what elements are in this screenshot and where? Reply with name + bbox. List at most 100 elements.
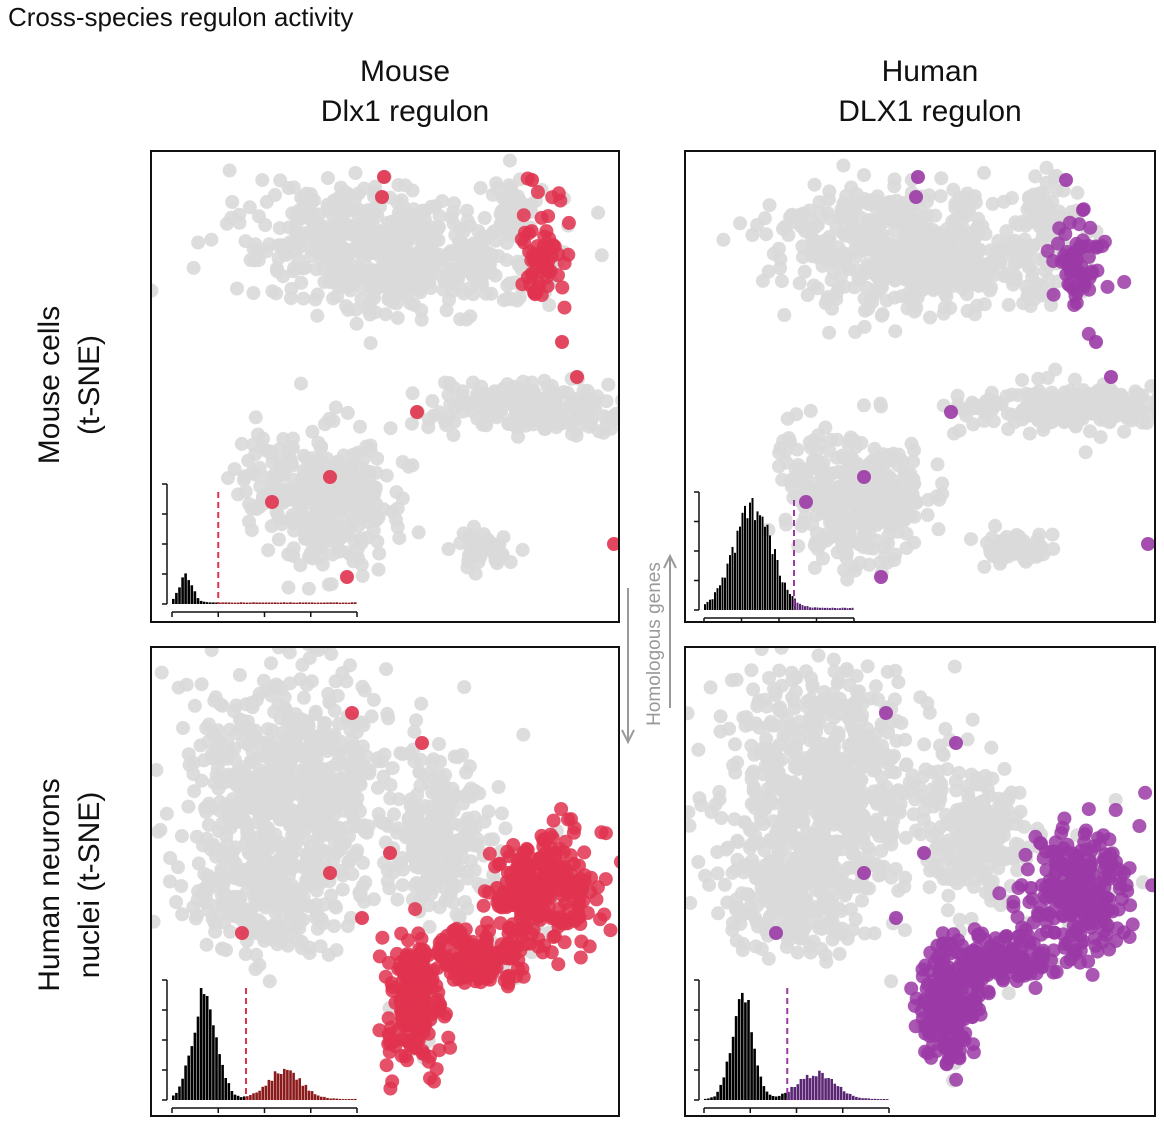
cell [856,398,871,413]
cell [326,414,341,428]
cell [324,577,339,592]
cell [284,458,299,473]
active-cell [498,951,513,966]
cell [1144,379,1154,394]
histogram-bar [193,1032,197,1100]
histogram-bar [350,602,354,604]
histogram-bar [246,1096,249,1100]
cell [395,851,410,865]
cell [182,757,197,772]
cell [256,896,271,911]
cell [888,324,903,339]
panel-mouse-cells-mouse-regulon [150,150,620,623]
cell [934,278,949,292]
active-cell [545,830,560,845]
active-cell [613,855,618,869]
active-cell [340,570,354,584]
cell [951,221,965,236]
cell [962,202,977,217]
cell [491,780,506,794]
cell [339,820,354,835]
histogram-bar [196,1016,200,1100]
row-label-mouse-cells: Mouse cells (t-SNE) [30,205,110,565]
cell [887,290,902,305]
cell [835,499,850,514]
cell [284,291,298,306]
active-cell [540,876,555,891]
cell [320,782,335,797]
cell [360,203,375,218]
cell [1001,297,1016,312]
cell [839,188,854,203]
cell [405,386,420,401]
active-cell [516,208,531,223]
cell [460,213,475,228]
cell [353,419,367,434]
active-cell [1046,287,1061,302]
histogram-bar [175,1092,178,1100]
active-cell [471,955,486,970]
cell [234,436,249,451]
cell [276,484,291,498]
active-cell [375,930,390,945]
cell [305,424,320,439]
cell [360,530,374,545]
cell [818,420,833,435]
cell [277,690,292,705]
cell [812,206,827,221]
active-cell [552,901,567,916]
cell [320,825,335,840]
inactive-cells [152,153,618,596]
active-cell [441,1030,456,1045]
cell [278,895,293,910]
cell [917,737,932,752]
cell [516,727,531,742]
cell [825,254,839,268]
cell [291,888,306,903]
cell [488,404,503,419]
cell [482,832,497,847]
active-cell [1076,203,1090,218]
histogram-bar [218,1054,221,1100]
cell [425,394,440,408]
cell [175,907,190,922]
histogram-bar [224,1078,227,1100]
row-label-human-line1: Human neurons [33,778,66,992]
cell [934,171,949,186]
cell [285,206,300,221]
cell [345,867,360,882]
cell [305,795,320,810]
cell [290,495,305,510]
cell [1022,426,1037,441]
active-cell [323,866,337,880]
cell [195,887,210,902]
cell [327,703,342,718]
cell [191,856,206,871]
histogram-bar [353,602,357,604]
up-arrow-head [663,553,677,569]
cell [304,674,319,689]
histogram-bar [724,577,726,610]
cell [340,795,355,810]
histogram-bar [205,996,209,1100]
cell [181,799,196,814]
cell [977,165,991,180]
histogram-bar [313,1094,317,1100]
histogram-bar [332,1098,335,1100]
active-cell [492,856,507,871]
cell [390,310,405,325]
cell [339,674,354,689]
cell [241,868,256,883]
cell [813,437,828,452]
cell [840,572,855,587]
active-cell [607,537,618,551]
cell [282,648,297,660]
cell [309,262,324,277]
cell [305,216,320,231]
histogram-bar [341,602,345,604]
cell [351,186,366,201]
histogram-bar [771,554,774,610]
cell [1015,373,1030,388]
cell [204,648,219,657]
cell [427,266,442,281]
